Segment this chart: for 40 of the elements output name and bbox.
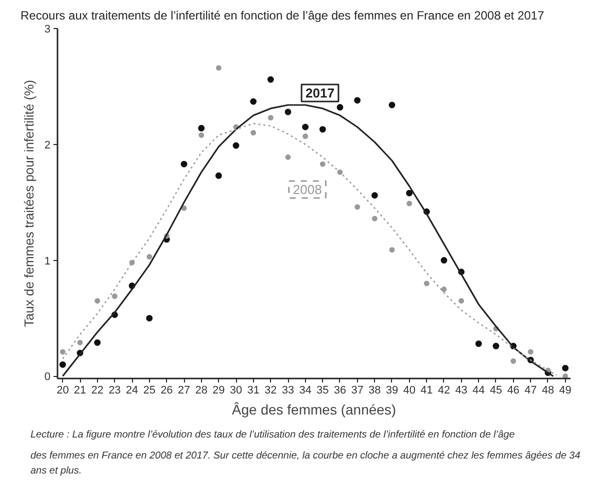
y-tick-label: 2: [44, 139, 51, 152]
text: Lecture : La figure montre l’évolution des taux de l’utilisation des traitements de l’infertilité en fonction de l’âge des femmes en France en 2008 et 2017. Sur cette décennie, la courbe en cloche a augmenté chez les femmes âgées de 34 ans et plus.: [30, 430, 581, 476]
x-tick-label: 35: [316, 384, 329, 396]
y-tick-label: 0: [44, 371, 51, 384]
x-tick-label: 30: [230, 384, 242, 396]
x-tick-label: 48: [542, 384, 554, 396]
x-tick-label: 49: [559, 384, 572, 396]
x-tick-label: 47: [524, 384, 537, 396]
series-label: 2008: [292, 182, 322, 198]
x-tick-label: 29: [212, 384, 225, 396]
x-tick-label: 38: [368, 384, 381, 396]
x-tick-label: 32: [264, 384, 277, 396]
x-tick-label: 41: [420, 384, 433, 396]
y-axis-title: Taux de femmes traitées pour infertilité (%): [21, 80, 36, 328]
y-tick-label: 3: [44, 24, 51, 36]
x-tick-label: 39: [386, 384, 398, 396]
x-tick-label: 42: [438, 384, 450, 396]
x-axis-title: Âge des femmes (années): [232, 402, 396, 418]
x-tick-label: 26: [160, 384, 173, 396]
x-tick-label: 40: [403, 384, 416, 396]
x-tick-label: 33: [282, 384, 294, 396]
chart-title: Recours aux traitements de l’infertilité en fonction de l’âge des femmes en France en 2008 et 2017: [20, 8, 544, 22]
x-tick-label: 20: [56, 384, 69, 396]
x-tick-label: 28: [195, 384, 208, 396]
x-tick-label: 21: [74, 384, 86, 396]
series-label: 2017: [306, 85, 334, 100]
x-tick-label: 27: [178, 384, 190, 396]
x-tick-label: 43: [455, 384, 468, 396]
x-tick-label: 46: [507, 384, 520, 396]
x-tick-label: 44: [472, 384, 485, 396]
x-tick-label: 34: [299, 384, 312, 396]
x-tick-label: 37: [351, 384, 364, 396]
x-tick-label: 25: [143, 384, 156, 396]
x-tick-label: 23: [108, 384, 121, 396]
x-tick-label: 31: [247, 384, 260, 396]
x-tick-label: 24: [126, 384, 138, 396]
y-tick-label: 1: [44, 255, 51, 268]
x-tick-label: 45: [490, 384, 502, 396]
x-tick-label: 22: [91, 384, 104, 396]
x-tick-label: 36: [334, 384, 346, 396]
